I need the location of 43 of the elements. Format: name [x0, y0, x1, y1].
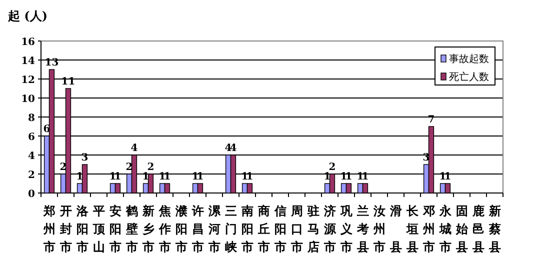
x-tick-label: 焦作市	[158, 204, 171, 254]
y-tick-label: 12	[21, 75, 36, 86]
x-tick-label: 开封市	[58, 204, 72, 254]
data-label: 2	[147, 162, 154, 173]
x-tick-label: 信阳市	[273, 204, 286, 254]
y-tick-label: 8	[28, 113, 36, 124]
y-tick-label: 2	[28, 170, 36, 181]
x-tick-label: 济源市	[322, 204, 337, 254]
x-tick-label: 永城市	[438, 204, 452, 254]
y-tick-label: 10	[21, 94, 36, 105]
x-tick-label: 长垣县	[405, 204, 420, 254]
x-tick-label: 三门峡	[224, 204, 238, 254]
x-tick-label: 鹤壁市	[124, 204, 138, 254]
y-tick-label: 6	[28, 132, 36, 143]
x-tick-label: 洛阳市	[75, 204, 90, 254]
x-tick-label: 漯河市	[207, 204, 222, 254]
x-tick-label: 安阳市	[108, 204, 122, 254]
x-tick-label: 邓州市	[422, 204, 435, 254]
x-tick-label: 平顶山	[92, 204, 106, 254]
x-tick-label: 周口市	[290, 204, 303, 254]
x-tick-label: 兰考县	[356, 204, 369, 254]
y-axis-title: 起 (人)	[7, 9, 48, 23]
x-tick-label: 鹿邑县	[471, 204, 486, 254]
y-tick-label: 4	[28, 151, 36, 162]
x-tick-label: 巩义市	[339, 204, 354, 254]
x-tick-label: 固始县	[454, 204, 469, 254]
x-tick-label: 南阳市	[240, 204, 254, 254]
y-tick-label: 0	[28, 189, 36, 200]
data-label: 2	[328, 162, 336, 173]
category-label: 滑县	[390, 204, 402, 254]
legend-label: 事故起数	[449, 53, 489, 65]
x-tick-label: 濮阳市	[174, 204, 188, 254]
y-tick-label: 16	[21, 37, 36, 48]
x-tick-label: 驻马店	[306, 204, 320, 254]
x-tick-label: 许昌市	[190, 204, 204, 254]
x-tick-label: 商丘市	[256, 204, 270, 254]
legend-label: 死亡人数	[449, 71, 489, 83]
data-label: 4	[130, 143, 138, 154]
x-tick-label: 汝州市	[372, 204, 386, 254]
y-tick-label: 14	[21, 56, 36, 67]
x-tick-label: 新乡市	[141, 204, 154, 254]
x-tick-label: 新蔡县	[488, 204, 501, 254]
x-tick-label: 郑州市	[42, 204, 56, 254]
